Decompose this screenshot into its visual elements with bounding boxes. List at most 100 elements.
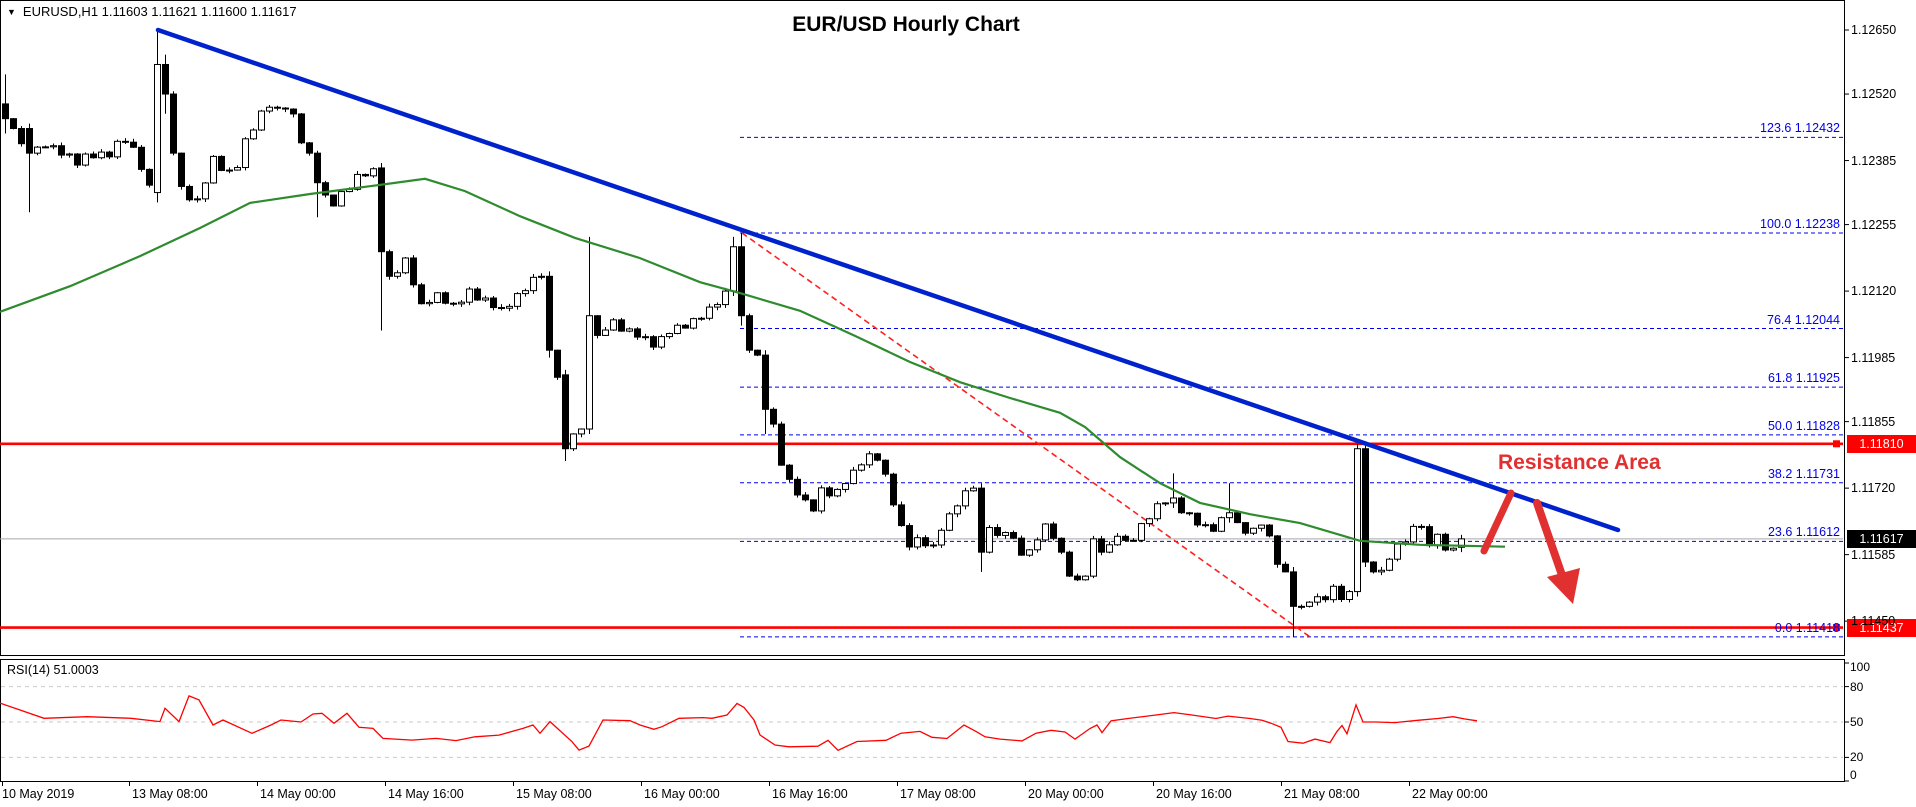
candle-body xyxy=(578,428,585,435)
rsi-indicator-label: RSI(14) 51.0003 xyxy=(7,663,99,677)
candle-body xyxy=(1122,535,1129,541)
candle-body xyxy=(706,306,713,319)
candle-body xyxy=(1074,575,1081,581)
candle-body xyxy=(242,138,249,169)
candle-body xyxy=(1034,539,1041,551)
descending-trendline xyxy=(155,27,1621,533)
candle-body xyxy=(338,191,345,207)
price-axis-label-6: 1.11855 xyxy=(1851,414,1896,429)
candle-body xyxy=(538,275,545,278)
candle-body xyxy=(1258,524,1265,529)
quote-text: EURUSD,H1 1.11603 1.11621 1.11600 1.1161… xyxy=(22,4,297,19)
candle-body xyxy=(1346,591,1353,601)
line-end-marker xyxy=(1833,624,1840,632)
candle-body xyxy=(1002,532,1009,536)
candle-body xyxy=(170,93,177,154)
candle-body xyxy=(546,275,553,351)
date-axis-label-5: 16 May 00:00 xyxy=(644,787,720,801)
date-axis-label-3: 14 May 16:00 xyxy=(388,787,464,801)
date-axis-label-10: 21 May 08:00 xyxy=(1284,787,1360,801)
rsi-scale-label-2: 50 xyxy=(1850,715,1864,729)
candle-body xyxy=(442,292,449,304)
candle-body xyxy=(610,319,617,331)
candle-body xyxy=(754,349,761,356)
candle-body xyxy=(1194,512,1201,526)
candle-body xyxy=(1170,497,1177,504)
candle-body xyxy=(298,113,305,144)
rsi-scale-label-4: 0 xyxy=(1850,768,1857,782)
rsi-line xyxy=(0,695,1478,752)
price-axis-label-2: 1.12385 xyxy=(1851,153,1897,168)
candle-body xyxy=(402,257,409,274)
candle-body xyxy=(970,487,977,492)
candle-body xyxy=(1218,517,1225,532)
candle-body xyxy=(1130,539,1137,542)
candle-body xyxy=(682,324,689,329)
candle-body xyxy=(1082,575,1089,581)
fib-level-label-2: 76.4 1.12044 xyxy=(1767,312,1840,327)
candle-body xyxy=(146,168,153,186)
candle-body xyxy=(34,146,41,154)
candle-body xyxy=(418,284,425,305)
candle-body xyxy=(306,142,313,154)
candle-body xyxy=(618,319,625,332)
candle-body xyxy=(1314,596,1321,603)
candle-body xyxy=(642,336,649,339)
candle-body xyxy=(1178,497,1185,514)
candle-body xyxy=(626,328,633,332)
candle-body xyxy=(658,336,665,348)
candle-body xyxy=(466,288,473,303)
candle-body xyxy=(66,153,73,156)
chevron-down-icon[interactable]: ▼ xyxy=(7,7,16,17)
price-axis-label-8: 1.11585 xyxy=(1851,547,1896,562)
date-axis-label-2: 14 May 00:00 xyxy=(260,787,336,801)
candle-body xyxy=(1266,524,1273,537)
date-axis-label-0: 10 May 2019 xyxy=(2,787,75,801)
fib-level-label-5: 38.2 1.11731 xyxy=(1767,466,1840,481)
candle-body xyxy=(514,293,521,307)
date-axis-label-11: 22 May 00:00 xyxy=(1412,787,1488,801)
candle-body xyxy=(866,453,873,466)
candle-body xyxy=(1210,524,1217,532)
candle-body xyxy=(1058,537,1065,553)
rsi-pane-border xyxy=(0,659,1845,782)
candle-body xyxy=(1330,585,1337,601)
candle-body xyxy=(1250,527,1257,534)
candle-body xyxy=(154,63,161,194)
candle-body xyxy=(1370,561,1377,573)
candle-body xyxy=(602,329,609,336)
candle-body xyxy=(482,297,489,301)
candle-body xyxy=(1042,523,1049,541)
candle-body xyxy=(562,374,569,450)
candle-body xyxy=(50,145,57,148)
candle-body xyxy=(714,304,721,308)
candle-body xyxy=(746,315,753,351)
candle-body xyxy=(698,317,705,320)
candle-body xyxy=(1226,512,1233,519)
sell-down-arrow xyxy=(1533,499,1567,582)
candle-body xyxy=(1322,596,1329,601)
current-price-box: 1.11617 xyxy=(1847,529,1916,548)
price-level-box-0: 1.11810 xyxy=(1847,434,1916,453)
candle-body xyxy=(586,315,593,430)
candle-body xyxy=(1410,525,1417,543)
candle-body xyxy=(1026,549,1033,556)
candle-body xyxy=(58,145,65,156)
candle-body xyxy=(834,488,841,497)
rsi-scale-label-0: 100 xyxy=(1850,660,1871,674)
candle-body xyxy=(738,246,745,317)
candle-body xyxy=(162,63,169,95)
candle-body xyxy=(394,272,401,277)
candle-body xyxy=(74,153,81,166)
candle-body xyxy=(98,151,105,159)
bounce-up-arrow xyxy=(1480,489,1515,555)
symbol-quote-line: ▼ EURUSD,H1 1.11603 1.11621 1.11600 1.116… xyxy=(7,4,297,19)
date-axis-label-7: 17 May 08:00 xyxy=(900,787,976,801)
candle-body xyxy=(90,153,97,159)
candle-body xyxy=(1282,563,1289,573)
candle-body xyxy=(874,453,881,461)
date-axis-label-8: 20 May 00:00 xyxy=(1028,787,1104,801)
candle-body xyxy=(1442,533,1449,551)
